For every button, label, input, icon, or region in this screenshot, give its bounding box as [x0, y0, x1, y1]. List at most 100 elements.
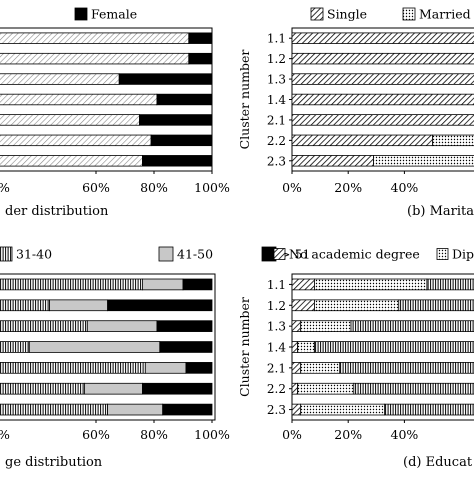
bar-segment [292, 53, 474, 64]
x-tick-label: 40% [391, 180, 419, 195]
y-axis-label: Cluster number [237, 50, 252, 150]
bar-segment [292, 33, 474, 44]
bar-segment [87, 321, 157, 332]
legend: Single Married [311, 7, 471, 22]
x-tick-label: 60% [82, 180, 110, 195]
y-tick-label: 1.3 [267, 73, 286, 87]
bar-segment [300, 404, 384, 415]
bar-segment [314, 342, 474, 353]
y-tick-label: 1.2 [267, 52, 286, 66]
bar-segment [0, 53, 189, 64]
bar-segment [0, 155, 142, 166]
legend-swatch [159, 247, 173, 261]
x-tick-label: 80% [140, 427, 168, 442]
bar-segment [298, 342, 315, 353]
bar-segment [157, 321, 212, 332]
y-tick-label: 1.1 [267, 32, 286, 46]
legend-label: Diploma [452, 247, 474, 262]
bar-segment [0, 383, 84, 394]
bar-segment [292, 342, 298, 353]
bar-segment [108, 300, 212, 311]
bar-segment [300, 321, 351, 332]
bar-segment [292, 321, 300, 332]
x-tick-label: 20% [334, 427, 362, 442]
panel-caption: (b) Marita [407, 204, 474, 219]
bar-segment [0, 94, 157, 105]
bar-segment [142, 383, 212, 394]
x-tick-label: 60% [82, 427, 110, 442]
panel-caption: der distribution [5, 204, 109, 219]
bar-segment [84, 383, 142, 394]
legend-label: No academic degree [289, 247, 420, 262]
bar-segment [142, 155, 212, 166]
bar-segment [0, 342, 29, 353]
x-tick-label: 100% [194, 180, 230, 195]
bar-segment [292, 279, 314, 290]
bar-segment [292, 362, 300, 373]
x-tick-label: 80% [140, 180, 168, 195]
y-tick-label: 2.3 [267, 154, 286, 168]
bar-segment [186, 362, 212, 373]
bar-segment [119, 74, 212, 85]
bar-segment [373, 155, 474, 166]
bar-segment [163, 404, 212, 415]
bar-segment [314, 300, 398, 311]
bar-segment [433, 135, 474, 146]
bar-segment [183, 279, 212, 290]
bar-segment [292, 155, 373, 166]
y-tick-label: 2.2 [267, 382, 286, 396]
bar-segment [292, 404, 300, 415]
x-tick-label: % [0, 427, 10, 442]
bar-segment [351, 321, 474, 332]
bar-segment [340, 362, 474, 373]
x-tick-label: 40% [391, 427, 419, 442]
bar-segment [142, 279, 183, 290]
bar-segment [399, 300, 474, 311]
bar-segment [300, 362, 339, 373]
panel-caption: (d) Educat [403, 455, 473, 470]
x-tick-label: 0% [282, 427, 302, 442]
legend-swatch [311, 8, 323, 20]
bar-segment [151, 135, 212, 146]
bar-segment [427, 279, 474, 290]
bar-segment [292, 74, 474, 85]
bar-segment [0, 135, 151, 146]
bar-segment [292, 115, 474, 126]
bar-segment [0, 74, 119, 85]
bar-segment [292, 383, 298, 394]
legend-swatch [0, 247, 12, 261]
bar-segment [354, 383, 474, 394]
y-tick-label: 1.4 [267, 93, 286, 107]
bar-segment [140, 115, 213, 126]
bar-segment [189, 53, 212, 64]
legend-label: 41-50 [177, 247, 213, 262]
bar-segment [0, 404, 108, 415]
legend-swatch [437, 249, 448, 260]
y-tick-label: 2.1 [267, 113, 286, 127]
y-tick-label: 2.3 [267, 403, 286, 417]
bar-segment [29, 342, 160, 353]
x-tick-label: 100% [194, 427, 230, 442]
legend: No academic degree Diploma [274, 247, 474, 262]
legend-swatch [274, 249, 285, 260]
bar-segment [50, 300, 108, 311]
legend-label: Married [419, 7, 471, 22]
legend-label: 31-40 [16, 247, 52, 262]
bar-segment [385, 404, 474, 415]
bar-segment [0, 362, 145, 373]
y-tick-label: 2.2 [267, 134, 286, 148]
legend-swatch [75, 8, 87, 20]
x-tick-label: 20% [334, 180, 362, 195]
y-tick-label: 1.1 [267, 278, 286, 292]
bar-segment [314, 279, 426, 290]
y-tick-label: 1.3 [267, 320, 286, 334]
bar-segment [298, 383, 354, 394]
bar-segment [292, 300, 314, 311]
legend-label: Single [327, 7, 367, 22]
y-axis-label: Cluster number [237, 297, 252, 397]
